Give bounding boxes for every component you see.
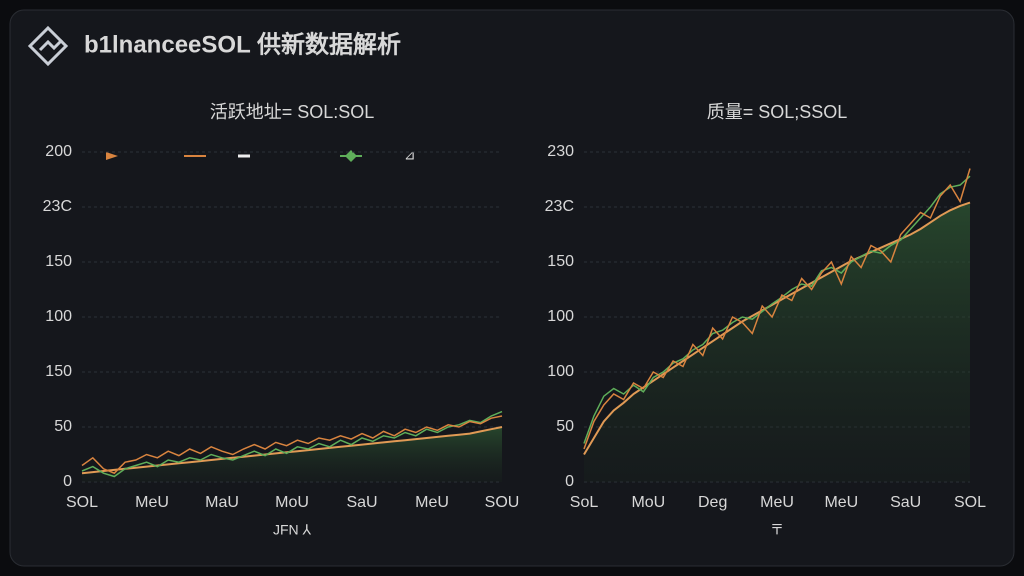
x-tick-label: SOL [66, 494, 98, 511]
chart-title: 活跃地址= SOL:SOL [210, 102, 375, 122]
x-tick-label: MeU [824, 494, 858, 511]
y-tick-label: 150 [547, 253, 574, 270]
y-tick-label: 50 [54, 418, 72, 435]
x-tick-label: SOU [485, 494, 520, 511]
x-tick-label: MoU [275, 494, 309, 511]
x-axis-label: JFN ⅄ [273, 522, 312, 538]
y-tick-label: 230 [547, 143, 574, 160]
y-tick-label: 150 [45, 253, 72, 270]
legend-label: ⊿ [404, 147, 416, 163]
line [583, 175, 971, 444]
area [82, 427, 502, 482]
x-tick-label: MoU [631, 494, 665, 511]
y-tick-label: 150 [45, 363, 72, 380]
x-tick-label: SaU [890, 494, 921, 511]
y-tick-label: 100 [45, 308, 72, 325]
y-tick-label: 100 [547, 363, 574, 380]
y-tick-label: 23C [43, 198, 72, 215]
x-tick-label: Deg [698, 494, 727, 511]
x-tick-label: MeU [415, 494, 449, 511]
x-tick-label: SaU [346, 494, 377, 511]
area [584, 202, 970, 482]
line [81, 410, 503, 478]
chart-title: 质量= SOL;SSOL [707, 102, 848, 122]
x-tick-label: SOL [954, 494, 986, 511]
y-tick-label: 50 [556, 418, 574, 435]
y-tick-label: 200 [45, 143, 72, 160]
x-tick-label: MaU [205, 494, 239, 511]
logo [27, 25, 69, 67]
y-tick-label: 0 [63, 473, 72, 490]
y-tick-label: 0 [565, 473, 574, 490]
x-axis-label: 〒 [770, 522, 784, 538]
line [81, 426, 503, 475]
line [583, 168, 971, 450]
x-tick-label: SoL [570, 494, 599, 511]
x-tick-label: MeU [135, 494, 169, 511]
legend: ⊿ [106, 147, 416, 163]
y-tick-label: 23C [545, 198, 574, 215]
line [81, 415, 503, 475]
y-tick-label: 100 [547, 308, 574, 325]
x-tick-label: MeU [760, 494, 794, 511]
app-title: b1lnanceeSOL 供新数据解析 [84, 30, 401, 58]
